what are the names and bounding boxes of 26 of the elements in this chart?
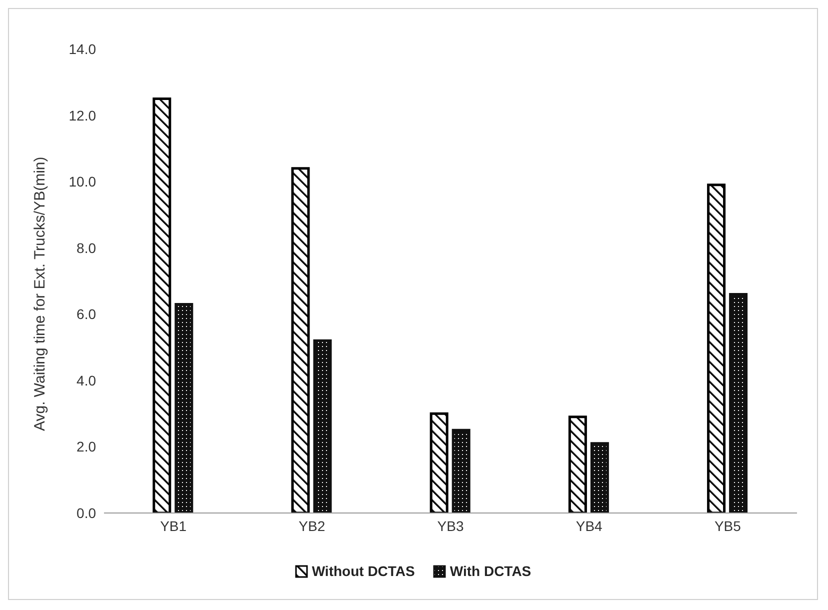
y-tick-label: 2.0	[76, 438, 96, 455]
bar	[174, 302, 194, 513]
y-tick-label: 4.0	[76, 372, 96, 388]
y-tick-label: 12.0	[68, 107, 96, 124]
x-tick-label: YB5	[714, 518, 742, 534]
bar	[452, 428, 470, 513]
x-tick-label: YB1	[160, 518, 187, 534]
bar	[152, 97, 172, 513]
legend-label: With DCTAS	[448, 563, 532, 579]
bar	[729, 293, 748, 513]
x-tick-label: YB3	[437, 518, 464, 534]
bar	[590, 442, 609, 513]
y-tick-label: 8.0	[76, 240, 96, 256]
y-tick-label: 14.0	[68, 40, 96, 57]
bar	[707, 184, 726, 513]
bar	[313, 339, 332, 513]
y-tick-label: 10.0	[68, 174, 96, 190]
x-tick-label: YB4	[576, 518, 603, 534]
x-tick-label: YB2	[298, 518, 326, 534]
bar	[430, 412, 448, 513]
bar	[291, 167, 310, 513]
bar	[568, 416, 587, 513]
y-axis-title: Avg. Waiting time for Ext. Trucks/YB(min)	[31, 156, 48, 431]
y-tick-label: 6.0	[76, 306, 96, 322]
legend-label: Without DCTAS	[310, 563, 415, 579]
y-tick-label: 0.0	[76, 504, 96, 521]
